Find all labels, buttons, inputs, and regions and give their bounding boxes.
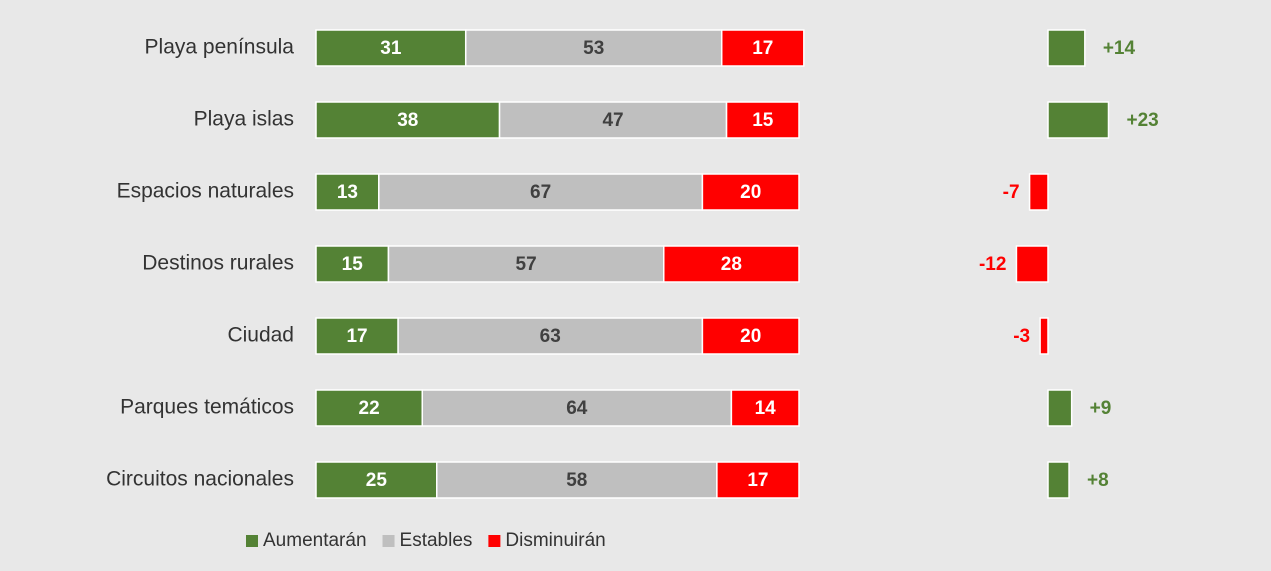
bar-segment [387,245,665,283]
net-bar [1015,245,1049,283]
category-label: Playa islas [194,108,294,131]
net-label: -7 [1003,182,1020,203]
value-label: 15 [752,110,774,131]
bar-segment [663,245,800,283]
net-label: +8 [1087,470,1109,491]
category-label: Ciudad [227,324,294,347]
bar-segment [315,245,390,283]
bar-segment [315,317,399,355]
net-bar [1047,461,1070,499]
bar-segment [730,389,800,427]
value-label: 47 [602,110,623,131]
category-label: Circuitos nacionales [106,468,294,491]
bar-segment [716,461,800,499]
net-label: +14 [1103,38,1136,59]
value-label: 14 [755,398,777,419]
value-label: 13 [337,182,358,203]
legend-swatch [382,535,395,547]
bar-segment [464,29,723,67]
value-label: 64 [566,398,588,419]
category-label: Playa península [145,36,295,59]
legend-swatch [488,535,501,547]
bar-segment [315,461,438,499]
value-label: 31 [380,38,402,59]
bar-segment [498,101,728,139]
legend-label: Disminuirán [505,530,605,551]
value-label: 15 [342,254,364,275]
value-label: 28 [721,254,742,275]
net-bar [1047,389,1073,427]
value-label: 17 [747,470,768,491]
net-label: -12 [979,254,1006,275]
value-label: 22 [359,398,380,419]
bar-segment [701,173,800,211]
bar-segment [378,173,704,211]
bar-segment [397,317,704,355]
bar-segment [720,29,805,67]
net-bar [1039,317,1049,355]
value-label: 58 [566,470,587,491]
value-label: 25 [366,470,388,491]
bar-segment [315,389,424,427]
value-label: 38 [397,110,418,131]
value-label: 17 [752,38,773,59]
value-label: 63 [540,326,561,347]
value-label: 57 [516,254,537,275]
value-label: 17 [346,326,367,347]
category-label: Parques temáticos [120,396,294,419]
legend-label: Aumentarán [263,530,367,551]
legend-swatch [246,535,258,547]
value-label: 67 [530,182,551,203]
legend-label: Estables [400,530,473,551]
net-label: +23 [1126,110,1158,131]
category-label: Destinos rurales [142,252,294,275]
net-bar [1047,101,1110,139]
bar-segment [315,101,501,139]
value-label: 20 [740,326,761,347]
bar-segment [315,29,467,67]
bar-segment [725,101,800,139]
net-label: -3 [1013,326,1030,347]
bar-segment [421,389,733,427]
value-label: 53 [583,38,604,59]
category-label: Espacios naturales [117,180,294,203]
net-bar [1047,29,1086,67]
value-label: 20 [740,182,761,203]
net-label: +9 [1090,398,1112,419]
bar-segment [701,317,800,355]
net-bar [1028,173,1049,211]
